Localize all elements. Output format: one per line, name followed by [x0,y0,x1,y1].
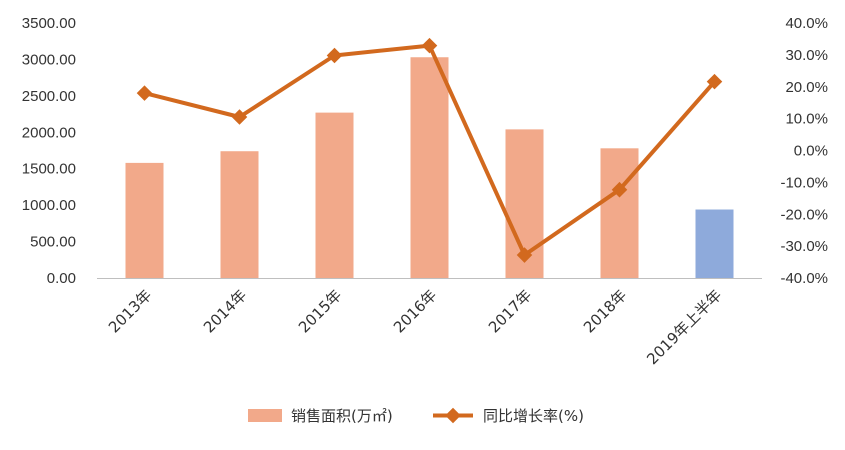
bar-1 [220,151,259,278]
left-tick-1: 500.00 [30,234,76,251]
bar-5 [600,148,639,278]
legend-label-line: 同比增长率(%) [483,407,584,425]
right-tick-2: -20.0% [780,206,828,223]
growth-marker-5 [611,181,628,198]
category-label-3: 2016年 [390,286,440,336]
category-label-0: 2013年 [105,286,155,336]
left-tick-6: 3000.00 [22,51,76,68]
legend-swatch-marker [445,407,461,424]
left-tick-7: 3500.00 [22,15,76,32]
category-label-5: 2018年 [580,286,630,336]
right-tick-5: 10.0% [785,111,828,128]
left-tick-0: 0.00 [47,270,76,287]
right-tick-0: -40.0% [780,270,828,287]
bar-3 [410,57,449,278]
bar-6 [695,209,734,278]
right-tick-1: -30.0% [780,238,828,255]
category-label-1: 2014年 [200,286,250,336]
right-tick-3: -10.0% [780,174,828,191]
right-tick-8: 40.0% [785,15,828,32]
right-tick-6: 20.0% [785,79,828,96]
legend-swatch-bar [248,409,282,422]
growth-marker-0 [136,85,153,101]
bar-0 [125,162,164,278]
legend-label-bar: 销售面积(万㎡) [291,407,393,425]
category-label-4: 2017年 [485,286,535,336]
bars-layer [125,57,734,278]
bar-2 [315,112,354,278]
left-tick-4: 2000.00 [22,124,76,141]
left-tick-3: 1500.00 [22,161,76,178]
right-tick-4: 0.0% [794,143,828,160]
left-axis-ticks: 0.00 500.00 1000.00 1500.00 2000.00 2500.00 30… [22,15,76,287]
right-axis-ticks: -40.0% -30.0% -20.0% -10.0% 0.0% 10.0% 20.0% 30… [780,15,828,287]
right-tick-7: 30.0% [785,47,828,64]
legend: 销售面积(万㎡) 同比增长率(%) [248,407,584,425]
growth-marker-1 [231,109,248,125]
category-labels: 2013年 2014年 2015年 2016年 2017年 2018年 2019年上半年 [105,286,725,368]
category-label-6: 2019年上半年 [643,286,725,368]
growth-marker-3 [421,37,438,54]
category-label-2: 2015年 [295,286,345,336]
left-tick-5: 2500.00 [22,88,76,105]
left-tick-2: 1000.00 [22,197,76,214]
